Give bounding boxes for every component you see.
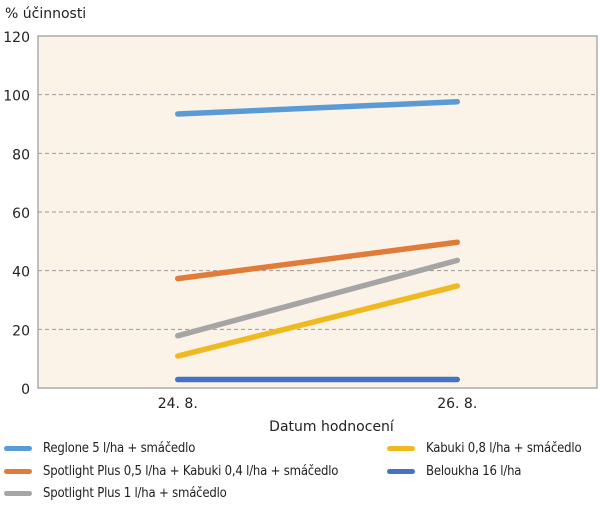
plot-area — [38, 36, 597, 388]
y-tick-label: 60 — [12, 206, 30, 222]
legend-label: Spotlight Plus 0,5 l/ha + Kabuki 0,4 l/h… — [43, 464, 339, 479]
legend-swatch — [387, 446, 415, 451]
series-line-1 — [175, 239, 460, 282]
series-line-3 — [175, 283, 460, 359]
legend-item: Kabuki 0,8 l/ha + smáčedlo — [387, 441, 582, 456]
series-line-2 — [175, 257, 460, 339]
y-tick-label: 40 — [12, 265, 30, 281]
legend-label: Kabuki 0,8 l/ha + smáčedlo — [426, 441, 582, 456]
x-tick-label: 24. 8. — [158, 396, 198, 412]
y-tick-label: 80 — [12, 147, 30, 163]
y-tick-label: 120 — [3, 30, 30, 46]
legend-swatch — [4, 491, 32, 496]
x-tick-label: 26. 8. — [437, 396, 477, 412]
legend-label: Beloukha 16 l/ha — [426, 464, 522, 479]
y-tick-label: 100 — [3, 89, 30, 105]
y-tick-label: 20 — [12, 323, 30, 339]
x-axis-label: Datum hodnocení — [269, 419, 395, 435]
y-axis-label: % účinnosti — [5, 6, 86, 22]
legend-swatch — [4, 446, 32, 451]
y-tick-label: 0 — [21, 382, 30, 398]
legend-label: Reglone 5 l/ha + smáčedlo — [43, 441, 196, 456]
legend-item: Reglone 5 l/ha + smáčedlo — [4, 441, 195, 456]
legend-item: Spotlight Plus 1 l/ha + smáčedlo — [4, 486, 227, 501]
legend-label: Spotlight Plus 1 l/ha + smáčedlo — [43, 486, 227, 501]
legend-item: Beloukha 16 l/ha — [387, 464, 521, 479]
legend-swatch — [387, 469, 415, 474]
legend-item: Spotlight Plus 0,5 l/ha + Kabuki 0,4 l/h… — [4, 464, 338, 479]
series-line-0 — [175, 98, 460, 117]
plot-border — [37, 35, 598, 389]
legend-swatch — [4, 469, 32, 474]
